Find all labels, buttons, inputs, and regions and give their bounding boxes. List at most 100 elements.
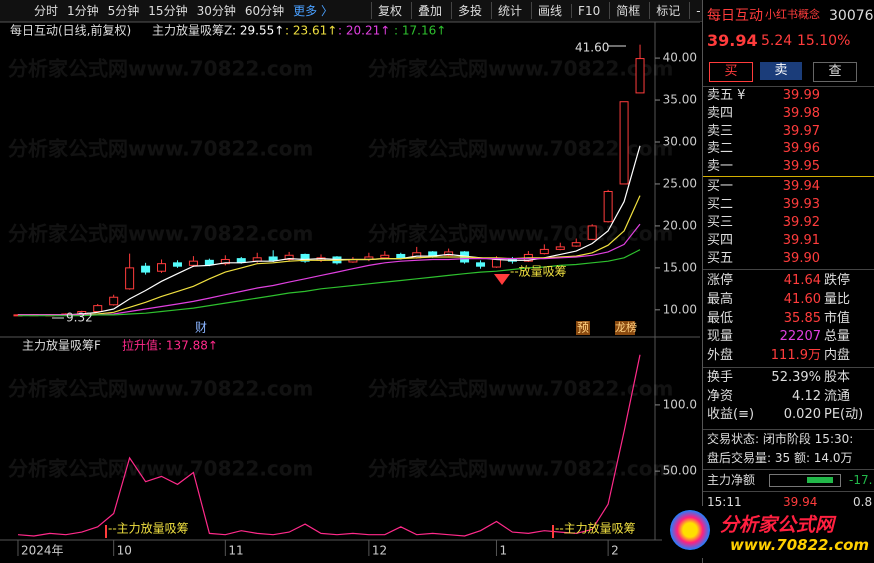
- panel-text: 换手: [707, 370, 734, 385]
- trade-button[interactable]: 查: [813, 62, 857, 82]
- chart-title: 每日互动(日线,前复权): [10, 23, 131, 38]
- panel-text: 0.020: [783, 407, 821, 423]
- legend-value: : 29.55↑: [232, 24, 284, 38]
- toolbar-button[interactable]: 60分钟: [244, 4, 285, 18]
- candle-body: [188, 260, 198, 266]
- panel-text: 买五: [707, 251, 734, 266]
- candle-body: [476, 262, 486, 267]
- legend-value: : 20.21↑: [338, 24, 390, 38]
- panel-text: 39.90: [782, 251, 820, 266]
- toolbar-button[interactable]: 更多 〉: [293, 4, 333, 18]
- ma-line: [18, 249, 641, 317]
- toolbar-button[interactable]: 叠加: [410, 2, 442, 19]
- logo-icon: [670, 510, 710, 550]
- candle-body: [172, 262, 182, 267]
- y-tick-label: 30.00: [663, 134, 697, 148]
- panel-text: 41.60: [783, 291, 821, 307]
- annotation: --主力放量吸筹: [555, 521, 636, 536]
- panel-text: 39.96: [782, 141, 820, 157]
- toolbar-button[interactable]: 标记: [649, 2, 680, 19]
- panel-text: 买一: [707, 179, 734, 194]
- panel-text: 买三: [707, 215, 734, 230]
- candle-body: [268, 256, 278, 261]
- toolbar-button[interactable]: 1分钟: [67, 4, 99, 18]
- panel-text: 41.64: [783, 273, 821, 288]
- candle-body: [491, 258, 501, 268]
- signal-icon: [494, 274, 510, 285]
- toolbar-button[interactable]: 5分钟: [107, 4, 140, 18]
- panel-text: 净资: [707, 388, 734, 404]
- divider: [703, 491, 874, 492]
- panel-text: 最高: [707, 291, 734, 307]
- y-tick-label: 20.00: [663, 218, 697, 232]
- candle-body: [93, 305, 103, 313]
- candle-body: [125, 267, 135, 290]
- watermark: 分析家公式网www.70822.com: [368, 457, 673, 481]
- panel-text: 52.39%: [771, 370, 821, 385]
- divider: [703, 269, 874, 270]
- toolbar-button[interactable]: 统计: [491, 2, 522, 19]
- legend-value: : 17.16↑: [394, 24, 446, 38]
- panel-text: 收益(≡): [707, 407, 755, 423]
- divider: [703, 86, 874, 87]
- panel-text: 总量: [824, 329, 851, 345]
- candle-body: [300, 253, 310, 262]
- candle-body: [141, 265, 151, 273]
- panel-text: 111.9万: [770, 348, 821, 364]
- annotation: 9.32: [66, 311, 93, 325]
- toolbar-button[interactable]: F10: [571, 3, 600, 18]
- toolbar-button[interactable]: 30分钟: [196, 4, 236, 18]
- toolbar-button[interactable]: 复权: [370, 2, 402, 19]
- annotation: 财: [195, 321, 207, 335]
- panel-text: 39.94: [783, 495, 818, 509]
- panel-text: 现量: [707, 329, 734, 345]
- logo-url: www.70822.com: [730, 536, 870, 554]
- candle-body: [603, 191, 613, 223]
- toolbar-button[interactable]: 15分钟: [148, 4, 188, 18]
- indicator-name: 主力放量吸筹Z: [152, 23, 232, 38]
- watermark: 分析家公式网www.70822.com: [8, 377, 313, 401]
- x-tick-label: 12: [372, 544, 387, 558]
- legend-value: : 23.61↑: [285, 24, 337, 38]
- x-tick-label: 2: [611, 544, 619, 558]
- panel-text: 最低: [707, 310, 734, 326]
- net-bar-box: [769, 474, 841, 487]
- panel-text: 35.85: [783, 310, 821, 326]
- panel-text: 卖二: [707, 141, 734, 157]
- y-tick-label: 40.00: [663, 51, 697, 65]
- watermark: 分析家公式网www.70822.com: [8, 57, 313, 81]
- value-title: 拉升值: 137.88↑: [122, 338, 218, 353]
- chart-area: 分析家公式网www.70822.com 分析家公式网www.70822.com 分析…: [0, 21, 700, 558]
- panel-text: 跌停: [824, 273, 851, 288]
- panel-text: 39.94: [782, 179, 820, 194]
- divider: [703, 367, 874, 368]
- candle-body: [380, 254, 390, 259]
- panel-text: 卖四: [707, 105, 734, 121]
- panel-text: -17.: [849, 473, 873, 487]
- panel-text: 39.93: [782, 197, 820, 212]
- candle-body: [635, 58, 645, 94]
- ma-line: [18, 195, 641, 316]
- candle-body: [396, 253, 406, 259]
- candle-body: [284, 254, 294, 260]
- watermark: 分析家公式网www.70822.com: [368, 377, 673, 401]
- panel-text: 市值: [824, 310, 851, 326]
- badge: [615, 321, 635, 335]
- toolbar-button[interactable]: 分时: [34, 4, 59, 18]
- trade-button[interactable]: 买: [709, 62, 753, 82]
- toolbar-button[interactable]: 多投: [451, 2, 482, 19]
- panel-text: 39.94: [707, 31, 758, 50]
- candle-body: [444, 251, 454, 256]
- panel-text: 主力净额: [707, 473, 756, 487]
- logo: 分析家公式网 www.70822.com: [662, 506, 870, 558]
- x-tick-label: 11: [228, 544, 243, 558]
- panel-text: 30076: [829, 8, 874, 24]
- trade-button[interactable]: 卖: [760, 62, 802, 80]
- y-tick-label: 100.0: [663, 397, 697, 411]
- x-tick-label: 1: [499, 544, 507, 558]
- candle-body: [236, 258, 246, 263]
- toolbar-button[interactable]: 简框: [609, 2, 640, 19]
- toolbar-button[interactable]: 画线: [531, 2, 562, 19]
- candle-body: [539, 248, 549, 255]
